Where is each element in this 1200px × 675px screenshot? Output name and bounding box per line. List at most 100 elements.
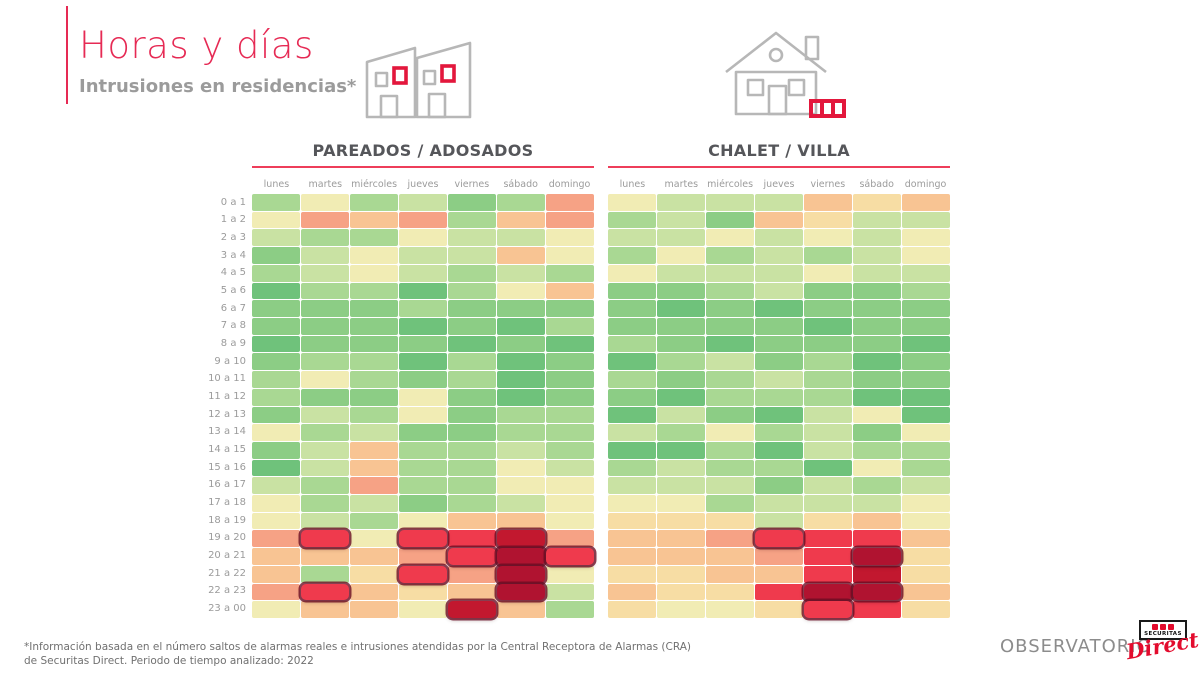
heatmap-cell xyxy=(546,300,594,317)
heatmap-cell xyxy=(853,548,901,565)
heatmap-cell xyxy=(546,495,594,512)
heatmap-cell xyxy=(755,459,803,477)
hour-axis-labels: 0 a 1 1 a 2 2 a 3 3 a 4 4 a 5 5 a 6 6 a 7 7 a 8… xyxy=(150,194,246,618)
hour-label: 6 a 7 xyxy=(220,302,246,314)
heatmap-cell xyxy=(657,406,705,424)
heatmap-cell xyxy=(399,459,447,477)
heatmap-cell xyxy=(301,247,349,264)
heatmap-cell xyxy=(399,565,447,583)
hour-label: 10 a 11 xyxy=(208,373,246,385)
heatmap-cell xyxy=(350,353,398,371)
heatmap-cell xyxy=(853,495,901,512)
heatmap-cell xyxy=(853,424,901,441)
hour-label: 16 a 17 xyxy=(208,479,246,491)
heatmap-cell xyxy=(902,229,950,247)
heatmap-cell xyxy=(350,388,398,406)
hour-label: 0 a 1 xyxy=(220,196,246,208)
heatmap-cell xyxy=(853,335,901,353)
hour-label: 7 a 8 xyxy=(220,320,246,332)
heatmap-cell xyxy=(706,264,754,282)
heatmap-cell xyxy=(448,388,496,406)
heatmap-cell xyxy=(399,583,447,601)
heatmap-cell xyxy=(399,247,447,264)
heatmap-cell xyxy=(252,282,300,300)
day-label: jueves xyxy=(763,179,795,190)
heatmap-cell xyxy=(252,441,300,459)
heatmap-cell xyxy=(853,459,901,477)
heatmap-cell xyxy=(399,211,447,229)
footnote-line-2: de Securitas Direct. Periodo de tiempo a… xyxy=(24,655,314,668)
heatmap-cell xyxy=(853,211,901,229)
heatmap-cell xyxy=(706,317,754,335)
heatmap-cell xyxy=(252,335,300,353)
heatmap-cell xyxy=(706,441,754,459)
heatmap-cell xyxy=(804,353,852,371)
day-label: lunes xyxy=(619,179,646,190)
heatmap-cell xyxy=(755,194,803,211)
heatmap-cell xyxy=(804,601,852,618)
heatmap-cell xyxy=(902,548,950,565)
heatmap-cell xyxy=(252,424,300,441)
heatmap-cell xyxy=(350,335,398,353)
heatmap-cell xyxy=(252,548,300,565)
hour-label: 1 a 2 xyxy=(220,214,246,226)
heatmap-cell xyxy=(252,300,300,317)
heatmap-cell xyxy=(497,406,545,424)
heatmap-cell xyxy=(706,583,754,601)
heatmap-cell xyxy=(706,194,754,211)
heatmap-cell xyxy=(755,495,803,512)
heatmap-cell xyxy=(497,282,545,300)
heatmap-cell xyxy=(497,512,545,530)
heatmap-cell xyxy=(252,194,300,211)
heatmap-cell xyxy=(497,565,545,583)
heatmap-cell xyxy=(252,371,300,388)
heatmap-cell xyxy=(755,477,803,495)
heatmap-cell xyxy=(448,512,496,530)
heatmap-cell xyxy=(608,282,656,300)
heatmap-cell xyxy=(301,264,349,282)
heatmap-cell xyxy=(350,406,398,424)
heatmap-cell xyxy=(608,424,656,441)
heatmap-cell xyxy=(706,477,754,495)
heatmap-cell xyxy=(301,229,349,247)
heatmap-cell xyxy=(853,282,901,300)
heatmap-cell xyxy=(301,317,349,335)
heatmap-cell xyxy=(546,459,594,477)
heatmap-cell xyxy=(252,601,300,618)
hour-label: 9 a 10 xyxy=(214,355,246,367)
heatmap-cell xyxy=(497,353,545,371)
heatmap-cell xyxy=(546,388,594,406)
heatmap-cell xyxy=(804,548,852,565)
heatmap-cell xyxy=(301,282,349,300)
heatmap-cell xyxy=(252,211,300,229)
heatmap-cell xyxy=(399,477,447,495)
heatmap-cell xyxy=(902,264,950,282)
heatmap-cell xyxy=(399,512,447,530)
heatmap-cell xyxy=(608,406,656,424)
heatmap-cell xyxy=(546,477,594,495)
day-label: martes xyxy=(664,179,699,190)
heatmap-cell xyxy=(902,300,950,317)
heatmap-cell xyxy=(804,530,852,548)
hour-label: 4 a 5 xyxy=(220,267,246,279)
heatmap-cell xyxy=(448,601,496,618)
heatmap-cell xyxy=(657,548,705,565)
heatmap-cell xyxy=(608,353,656,371)
heatmap-cell xyxy=(608,565,656,583)
heatmap-cell xyxy=(350,530,398,548)
heatmap-cell xyxy=(804,229,852,247)
heatmap-cell xyxy=(902,441,950,459)
day-header-right: lunes martes miércoles jueves viernes sábado d… xyxy=(608,172,950,190)
day-label: domingo xyxy=(548,179,591,190)
hour-label: 13 a 14 xyxy=(208,426,246,438)
heatmap-cell xyxy=(608,317,656,335)
heatmap-cell xyxy=(902,282,950,300)
heatmap-cell xyxy=(399,317,447,335)
heatmap-cell xyxy=(448,459,496,477)
heatmap-cell xyxy=(301,371,349,388)
heatmap-cell xyxy=(706,530,754,548)
heatmap-cell xyxy=(902,247,950,264)
heatmap-cell xyxy=(755,388,803,406)
heatmap-cell xyxy=(350,495,398,512)
